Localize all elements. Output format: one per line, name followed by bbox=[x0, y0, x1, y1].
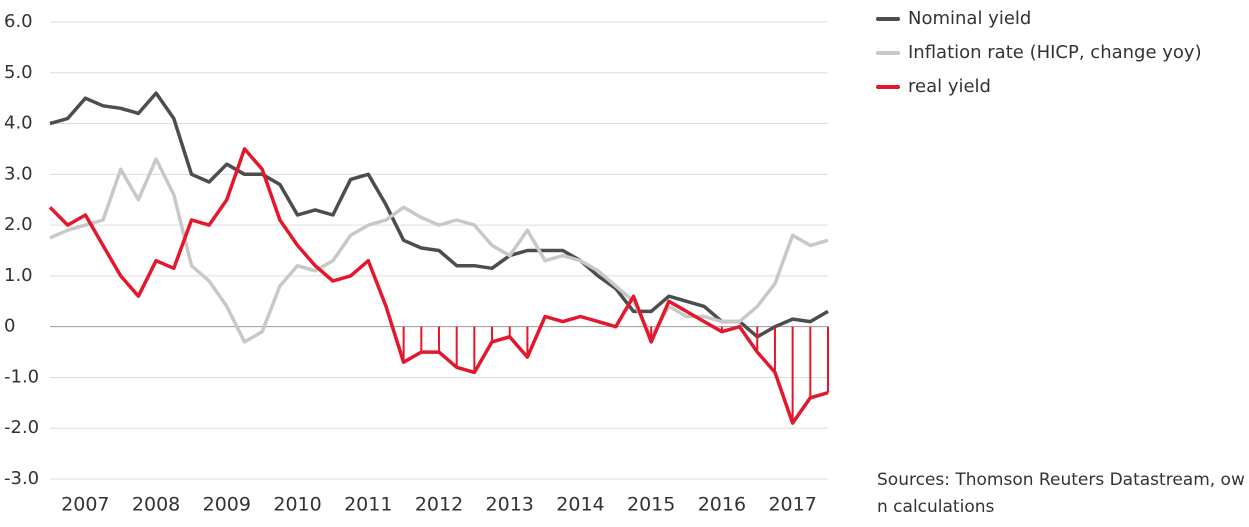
y-tick-label: -1.0 bbox=[4, 366, 39, 387]
x-tick-label: 2009 bbox=[203, 494, 251, 516]
x-tick-label: 2015 bbox=[627, 494, 675, 516]
x-tick-label: 2017 bbox=[768, 494, 816, 516]
legend-label: Nominal yield bbox=[908, 8, 1031, 29]
legend-label: real yield bbox=[908, 76, 991, 97]
x-tick-label: 2007 bbox=[61, 494, 109, 516]
series-line bbox=[49, 91, 829, 339]
y-tick-label: 4.0 bbox=[4, 113, 33, 134]
y-tick-label: 2.0 bbox=[4, 214, 33, 235]
x-tick-label: 2010 bbox=[273, 494, 321, 516]
x-tick-label: 2011 bbox=[344, 494, 392, 516]
y-tick-label: 1.0 bbox=[4, 265, 33, 286]
y-tick-label: -2.0 bbox=[4, 417, 39, 438]
series-line bbox=[48, 147, 829, 425]
y-tick-label: 5.0 bbox=[4, 62, 33, 83]
x-tick-label: 2016 bbox=[698, 494, 746, 516]
x-tick-label: 2014 bbox=[556, 494, 604, 516]
x-tick-label: 2012 bbox=[415, 494, 463, 516]
x-tick-label: 2008 bbox=[132, 494, 180, 516]
y-tick-label: -3.0 bbox=[4, 468, 39, 489]
y-tick-label: 3.0 bbox=[4, 163, 33, 184]
source-note: Sources: Thomson Reuters Datastream, own… bbox=[877, 470, 1245, 517]
y-tick-label: 0 bbox=[4, 316, 15, 337]
legend-label: Inflation rate (HICP, change yoy) bbox=[908, 42, 1202, 63]
y-tick-label: 6.0 bbox=[4, 11, 33, 32]
x-tick-label: 2013 bbox=[486, 494, 534, 516]
